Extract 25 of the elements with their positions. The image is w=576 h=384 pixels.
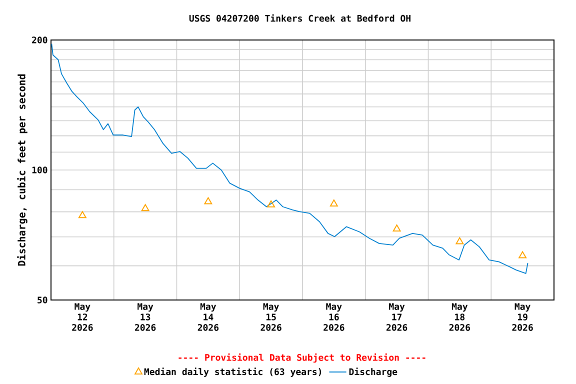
x-tick-label: May 13 2026 (134, 303, 156, 331)
legend-label: Median daily statistic (63 years) (144, 368, 322, 377)
x-tick-label: May 18 2026 (449, 303, 470, 331)
point (204, 197, 212, 204)
legend-label: Discharge (349, 368, 398, 377)
x-tick-label: May 12 2026 (72, 303, 93, 331)
y-axis-title: Discharge, cubic feet per second (17, 74, 28, 266)
point (267, 200, 276, 208)
point (141, 204, 150, 212)
y-tick-label: 100 (32, 166, 48, 174)
x-tick-label: May 19 2026 (512, 303, 533, 331)
x-tick-label: May 16 2026 (324, 303, 344, 331)
point (518, 251, 527, 258)
x-tick-label: May 15 2026 (260, 303, 282, 331)
x-tick-label: May 17 2026 (386, 303, 408, 331)
point (392, 224, 401, 232)
chart-title: USGS 04207200 Tinkers Creek at Bedford OH (189, 14, 410, 22)
point (456, 237, 464, 244)
point (330, 200, 338, 207)
point (78, 211, 86, 218)
x-tick-label: May 14 2026 (198, 303, 219, 331)
line-series (51, 43, 528, 274)
y-tick-label: 50 (38, 296, 48, 304)
text: ---- Provisional Data Subject to Revision ---- (178, 353, 426, 363)
y-tick-label: 200 (32, 36, 48, 44)
